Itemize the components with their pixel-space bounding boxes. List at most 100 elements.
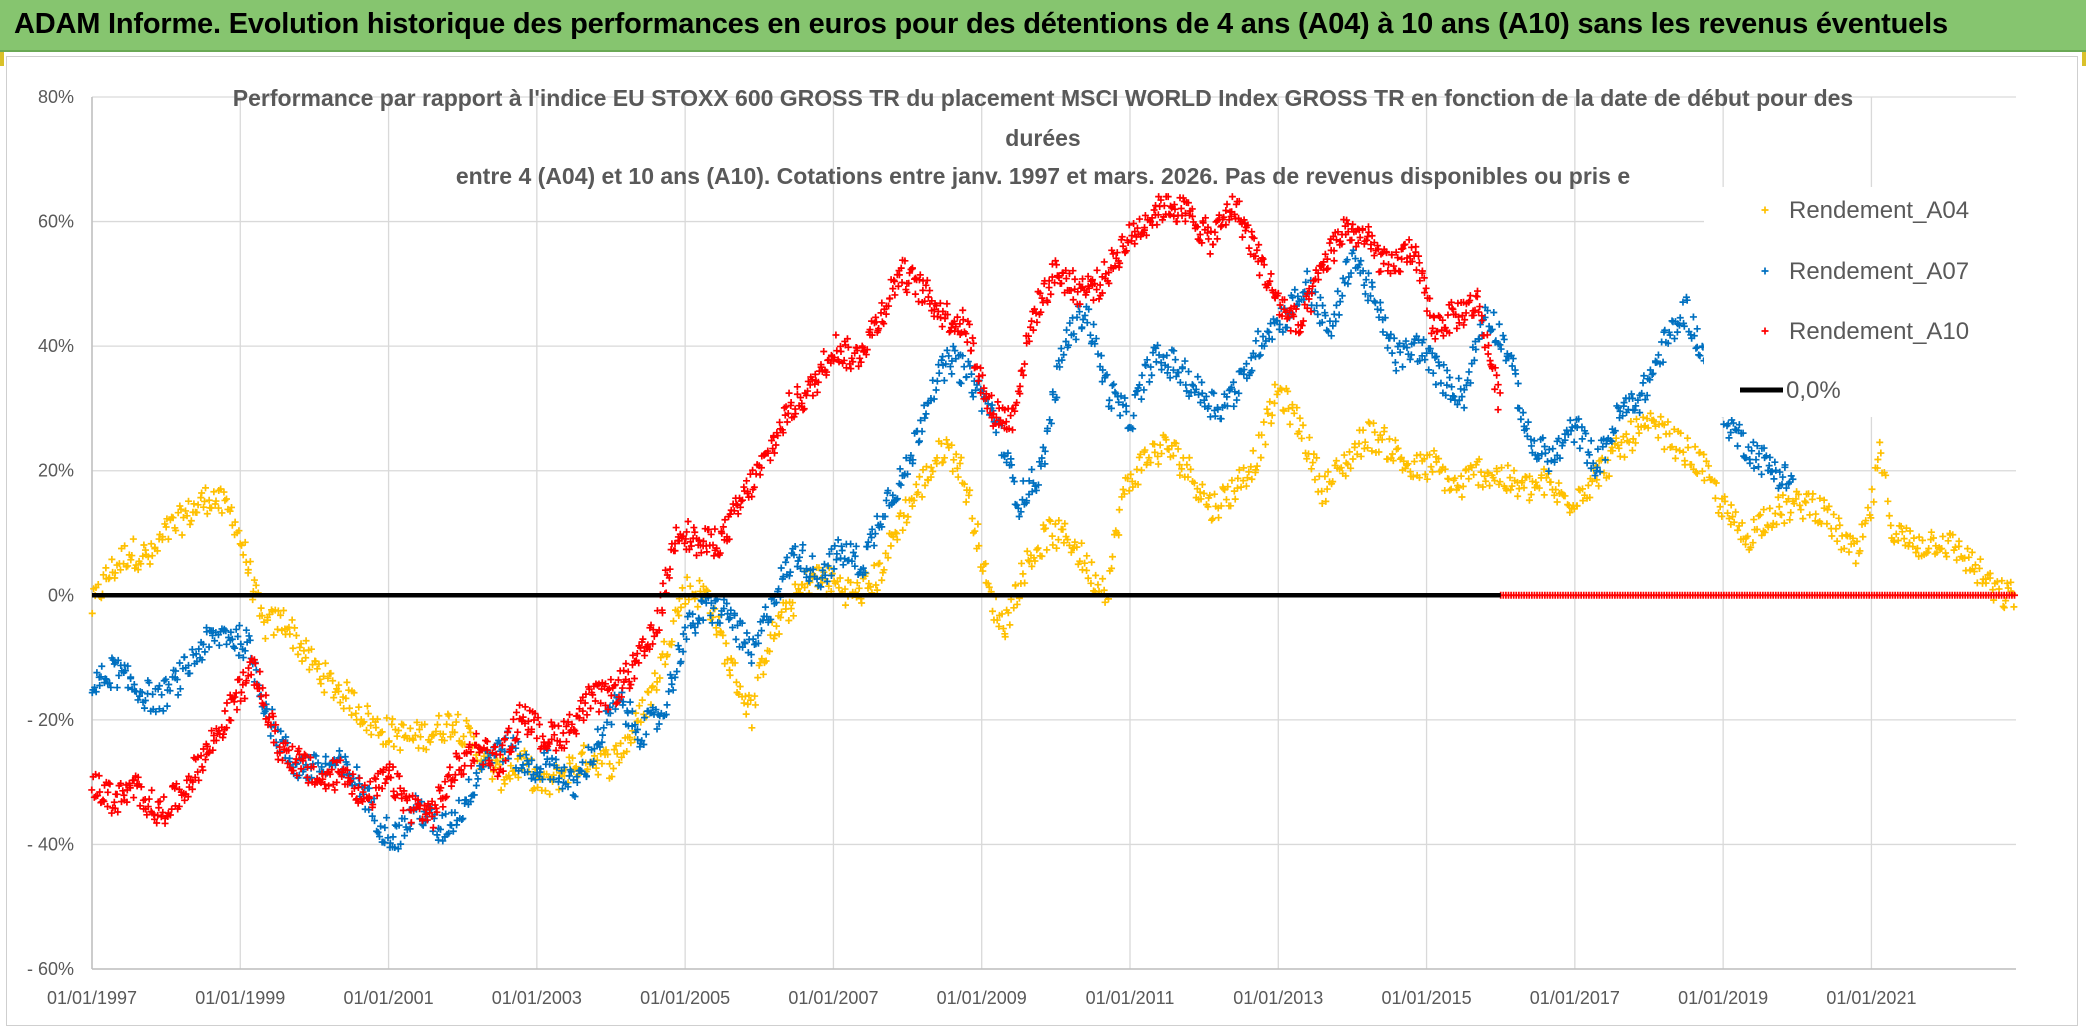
data-point-a04: [1371, 428, 1379, 436]
data-point-a10: [682, 535, 690, 543]
data-point-a04: [1527, 491, 1535, 499]
data-point-a10: [595, 680, 603, 688]
data-point-a07: [1509, 355, 1517, 363]
data-point-a07: [1240, 366, 1248, 374]
data-point-a04: [334, 687, 342, 695]
data-point-a04: [439, 730, 447, 738]
data-point-a04: [1376, 431, 1384, 439]
data-point-a07: [1593, 463, 1601, 471]
data-point-a10: [1105, 268, 1113, 276]
data-point-a10: [334, 768, 342, 776]
data-point-a07: [1316, 294, 1324, 302]
data-point-a04: [1671, 454, 1679, 462]
data-point-a04: [954, 473, 962, 481]
data-point-a04: [177, 505, 185, 513]
data-point-a04: [1329, 478, 1337, 486]
data-point-a07: [1202, 392, 1210, 400]
data-point-a04: [1986, 569, 1994, 577]
data-point-a10: [1470, 311, 1478, 319]
data-point-a07: [1379, 328, 1387, 336]
data-point-a04: [1727, 501, 1735, 509]
data-point-a10: [947, 324, 955, 332]
data-point-a07: [920, 401, 928, 409]
data-point-a07: [655, 720, 663, 728]
data-point-a04: [858, 599, 866, 607]
data-point-a04: [677, 603, 685, 611]
data-point-a10: [166, 811, 174, 819]
data-point-a10: [1181, 217, 1189, 225]
data-point-a04: [1427, 463, 1435, 471]
data-point-a10: [624, 668, 632, 676]
data-point-a10: [2011, 591, 2019, 599]
data-point-a10: [671, 547, 679, 555]
data-point-a10: [289, 767, 297, 775]
data-point-a10: [1356, 234, 1364, 242]
data-point-a04: [1267, 419, 1275, 427]
data-point-a07: [215, 641, 223, 649]
data-point-a10: [1296, 328, 1304, 336]
data-point-a10: [1478, 316, 1486, 324]
data-point-a07: [599, 731, 607, 739]
data-point-a07: [121, 667, 129, 675]
data-point-a07: [1335, 311, 1343, 319]
data-point-a07: [945, 352, 953, 360]
data-point-a07: [1500, 335, 1508, 343]
data-point-a10: [1259, 255, 1267, 263]
data-point-a10: [922, 281, 930, 289]
data-point-a10: [1274, 289, 1282, 297]
data-point-a10: [349, 770, 357, 778]
data-point-a07: [1163, 369, 1171, 377]
data-point-a04: [1012, 581, 1020, 589]
data-point-a10: [579, 707, 587, 715]
data-point-a07: [1121, 394, 1129, 402]
data-point-a04: [702, 586, 710, 594]
data-point-a04: [488, 775, 496, 783]
data-point-a10: [930, 306, 938, 314]
data-point-a04: [1404, 460, 1412, 468]
data-point-a07: [1063, 326, 1071, 334]
data-point-a04: [1441, 465, 1449, 473]
data-point-a10: [1278, 312, 1286, 320]
data-point-a10: [953, 313, 961, 321]
data-point-a04: [1100, 586, 1108, 594]
data-point-a07: [155, 705, 163, 713]
data-point-a04: [336, 699, 344, 707]
data-point-a07: [1467, 379, 1475, 387]
data-point-a07: [1039, 443, 1047, 451]
data-point-a07: [1255, 352, 1263, 360]
data-point-a10: [956, 320, 964, 328]
data-point-a04: [1190, 479, 1198, 487]
data-point-a10: [306, 754, 314, 762]
data-point-a10: [1309, 282, 1317, 290]
data-point-a04: [1552, 486, 1560, 494]
data-point-a07: [1154, 341, 1162, 349]
data-point-a10: [1359, 226, 1367, 234]
data-point-a10: [1380, 260, 1388, 268]
data-point-a07: [1265, 328, 1273, 336]
data-point-a07: [1170, 347, 1178, 355]
data-point-a10: [863, 346, 871, 354]
data-point-a10: [582, 690, 590, 698]
data-point-a07: [819, 566, 827, 574]
data-point-a10: [501, 735, 509, 743]
data-point-a04: [1877, 449, 1885, 457]
data-point-a10: [245, 664, 253, 672]
data-point-a04: [1989, 586, 1997, 594]
data-point-a04: [2002, 597, 2010, 605]
data-point-a04: [975, 542, 983, 550]
data-point-a10: [1131, 228, 1139, 236]
data-point-a04: [1311, 476, 1319, 484]
data-point-a10: [1396, 268, 1404, 276]
data-point-a04: [335, 681, 343, 689]
data-point-a04: [608, 773, 616, 781]
data-point-a07: [107, 683, 115, 691]
data-point-a10: [1476, 303, 1484, 311]
data-point-a07: [707, 611, 715, 619]
data-point-a07: [1561, 436, 1569, 444]
data-point-a07: [527, 775, 535, 783]
data-point-a10: [559, 729, 567, 737]
data-point-a04: [274, 625, 282, 633]
data-point-a04: [1067, 548, 1075, 556]
data-point-a04: [1421, 470, 1429, 478]
data-point-a04: [966, 486, 974, 494]
